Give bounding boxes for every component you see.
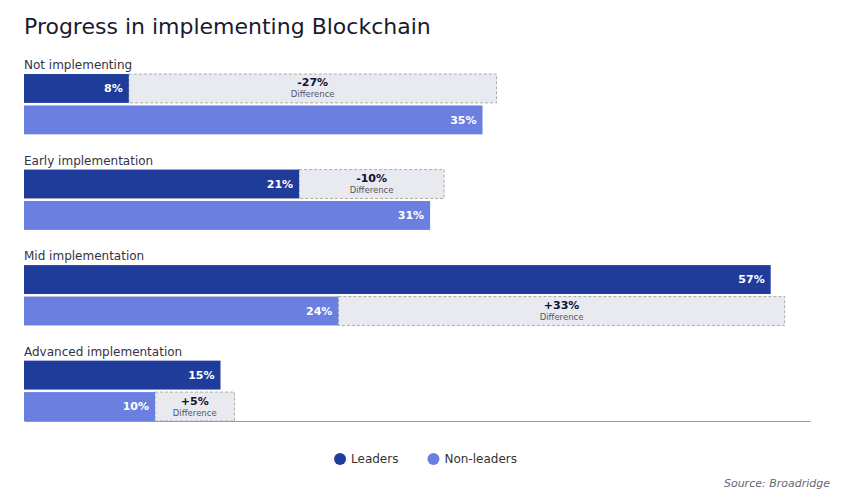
legend-item: Non-leaders: [427, 452, 517, 466]
legend-swatch: [334, 453, 346, 465]
difference-caption: Difference: [350, 185, 394, 195]
difference-box: [155, 392, 235, 421]
bar: [24, 297, 338, 326]
x-axis: [25, 421, 811, 422]
difference-box: [299, 170, 444, 199]
data-label: 21%: [267, 178, 293, 191]
legend-swatch: [427, 453, 439, 465]
data-label: 35%: [450, 114, 476, 127]
data-label: 31%: [398, 209, 424, 222]
x-axis-domain: [25, 421, 811, 422]
difference-box: [338, 297, 784, 326]
bar: [24, 74, 129, 103]
difference-label: +33%: [544, 299, 580, 312]
labels: Not implementing Early implementation Mid …: [24, 58, 765, 418]
chart-svg: Progress in implementing Blockchain Not i…: [0, 0, 850, 499]
bar: [24, 361, 221, 390]
legend-label: Leaders: [351, 452, 398, 466]
bar: [24, 170, 299, 199]
data-label: 57%: [738, 273, 764, 286]
marks: [24, 74, 785, 421]
data-label: 24%: [306, 305, 332, 318]
data-label: 15%: [188, 369, 214, 382]
legend-label: Non-leaders: [444, 452, 517, 466]
bar: [24, 105, 483, 134]
difference-label: -10%: [356, 172, 387, 185]
category-label: Early implementation: [24, 154, 153, 168]
bar: [24, 265, 771, 294]
title: Progress in implementing Blockchain: [24, 14, 431, 39]
difference-label: +5%: [181, 395, 209, 408]
difference-box: [129, 74, 497, 103]
bar: [24, 201, 430, 230]
category-label: Not implementing: [24, 58, 132, 72]
data-label: 8%: [104, 82, 123, 95]
legend-item: Leaders: [334, 452, 398, 466]
difference-caption: Difference: [540, 312, 584, 322]
source: Source: Broadridge: [724, 477, 830, 490]
difference-caption: Difference: [173, 408, 217, 418]
bar: [24, 392, 155, 421]
legend: Leaders Non-leaders: [334, 452, 517, 466]
difference-caption: Difference: [291, 89, 335, 99]
category-label: Advanced implementation: [24, 345, 182, 359]
data-label: 10%: [123, 400, 149, 413]
difference-label: -27%: [297, 76, 328, 89]
plot: Not implementing Early implementation Mid …: [24, 58, 811, 422]
category-label: Mid implementation: [24, 249, 144, 263]
